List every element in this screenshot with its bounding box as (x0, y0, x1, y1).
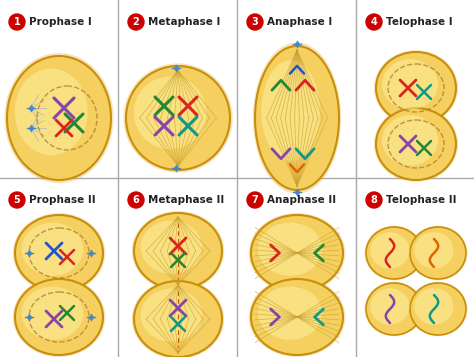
Ellipse shape (4, 53, 114, 183)
Ellipse shape (134, 281, 222, 357)
Ellipse shape (366, 283, 422, 335)
Circle shape (128, 192, 144, 208)
Ellipse shape (251, 215, 343, 291)
Ellipse shape (382, 59, 438, 110)
Ellipse shape (382, 115, 438, 166)
Text: 7: 7 (252, 195, 258, 205)
Ellipse shape (374, 50, 458, 126)
Ellipse shape (15, 215, 103, 291)
Ellipse shape (261, 60, 320, 161)
Ellipse shape (410, 283, 466, 335)
Ellipse shape (374, 106, 458, 182)
Ellipse shape (365, 282, 423, 336)
Text: Prophase II: Prophase II (29, 195, 96, 205)
Text: Telophase I: Telophase I (386, 17, 453, 27)
Ellipse shape (141, 221, 202, 274)
Text: 2: 2 (133, 17, 139, 27)
Ellipse shape (258, 223, 322, 276)
Ellipse shape (13, 277, 105, 357)
Circle shape (9, 192, 25, 208)
Circle shape (366, 14, 382, 30)
Ellipse shape (123, 64, 233, 172)
Text: Anaphase II: Anaphase II (267, 195, 336, 205)
Ellipse shape (365, 226, 423, 280)
Circle shape (366, 192, 382, 208)
Ellipse shape (366, 227, 422, 279)
Ellipse shape (141, 288, 202, 342)
Text: 3: 3 (252, 17, 258, 27)
Ellipse shape (370, 288, 410, 325)
Text: 8: 8 (371, 195, 377, 205)
Ellipse shape (249, 213, 345, 293)
Ellipse shape (249, 277, 345, 357)
Text: 1: 1 (14, 17, 20, 27)
Ellipse shape (409, 282, 467, 336)
Text: Metaphase II: Metaphase II (148, 195, 224, 205)
Ellipse shape (409, 226, 467, 280)
Ellipse shape (255, 46, 339, 190)
Ellipse shape (13, 213, 105, 293)
Ellipse shape (132, 279, 224, 357)
Text: 4: 4 (371, 17, 377, 27)
Ellipse shape (253, 42, 341, 193)
Ellipse shape (132, 211, 224, 291)
Circle shape (247, 192, 263, 208)
Ellipse shape (134, 213, 222, 289)
Ellipse shape (410, 227, 466, 279)
Ellipse shape (134, 76, 207, 149)
Circle shape (247, 14, 263, 30)
Ellipse shape (414, 288, 454, 325)
Text: 5: 5 (14, 195, 20, 205)
Ellipse shape (376, 52, 456, 124)
Ellipse shape (22, 223, 83, 276)
Ellipse shape (258, 287, 322, 340)
Text: Telophase II: Telophase II (386, 195, 456, 205)
Ellipse shape (414, 232, 454, 268)
Circle shape (128, 14, 144, 30)
Circle shape (9, 14, 25, 30)
Ellipse shape (376, 108, 456, 180)
Text: Metaphase I: Metaphase I (148, 17, 220, 27)
Text: 6: 6 (133, 195, 139, 205)
Ellipse shape (251, 279, 343, 355)
Text: Prophase I: Prophase I (29, 17, 92, 27)
Ellipse shape (15, 279, 103, 355)
Ellipse shape (126, 66, 230, 170)
Ellipse shape (15, 69, 88, 155)
Ellipse shape (22, 287, 83, 340)
Ellipse shape (370, 232, 410, 268)
Text: Anaphase I: Anaphase I (267, 17, 332, 27)
Ellipse shape (7, 56, 111, 180)
